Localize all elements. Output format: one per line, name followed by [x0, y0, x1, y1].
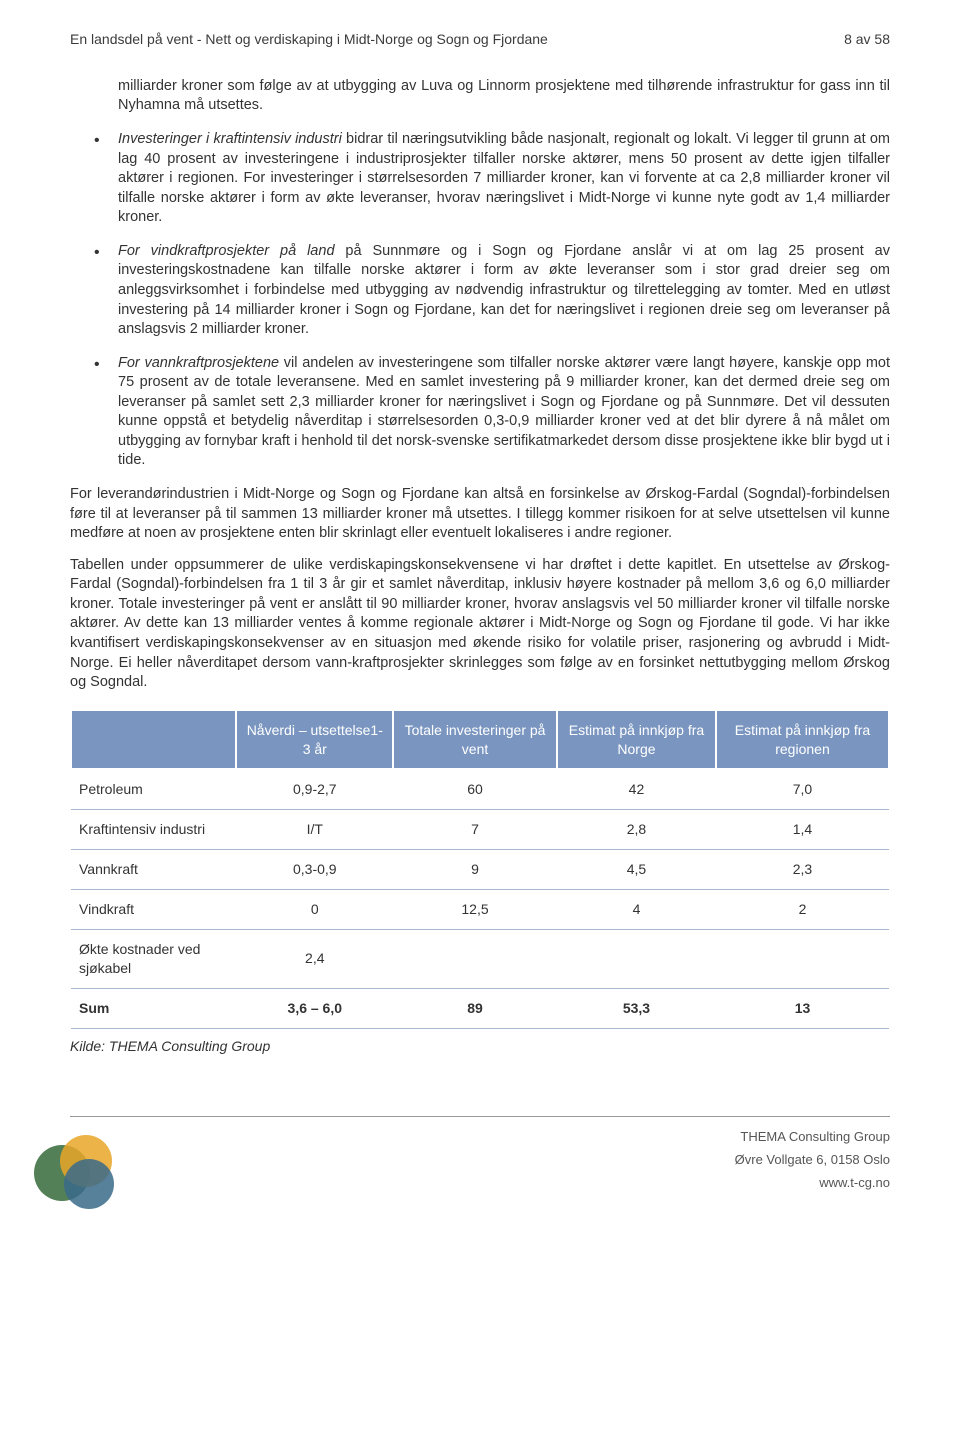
table-header-row: Nåverdi – utsettelse1- 3 år Totale inves…	[71, 710, 889, 770]
table-cell: 0	[236, 890, 393, 930]
page-header: En landsdel på vent - Nett og verdiskapi…	[70, 30, 890, 49]
table-cell: I/T	[236, 810, 393, 850]
table-cell	[393, 929, 557, 988]
bullet-text: milliarder kroner som følge av at utbygg…	[118, 78, 890, 114]
list-item: For vindkraftprosjekter på land på Sunnm…	[118, 242, 890, 340]
bullet-lead: Investeringer i kraftintensiv industri	[118, 131, 342, 147]
table-cell: 42	[557, 769, 716, 809]
table-row: Vindkraft012,542	[71, 890, 889, 930]
table-cell: 12,5	[393, 890, 557, 930]
table-cell	[716, 929, 889, 988]
table-row: Petroleum0,9-2,760427,0	[71, 769, 889, 809]
table-cell: 0,3-0,9	[236, 850, 393, 890]
table-cell: Økte kostnader ved sjøkabel	[71, 929, 236, 988]
table-cell: 2,4	[236, 929, 393, 988]
body-paragraph: For leverandørindustrien i Midt-Norge og…	[70, 485, 890, 544]
table-header-cell	[71, 710, 236, 770]
table-row: Kraftintensiv industriI/T72,81,4	[71, 810, 889, 850]
table-row: Økte kostnader ved sjøkabel2,4	[71, 929, 889, 988]
footer-company: THEMA Consulting Group	[70, 1125, 890, 1148]
table-cell: 1,4	[716, 810, 889, 850]
table-row: Vannkraft0,3-0,994,52,3	[71, 850, 889, 890]
table-cell: Sum	[71, 988, 236, 1028]
list-item: For vannkraftprosjektene vil andelen av …	[118, 354, 890, 471]
table-cell: 9	[393, 850, 557, 890]
body-paragraph: Tabellen under oppsummerer de ulike verd…	[70, 556, 890, 693]
table-header-cell: Nåverdi – utsettelse1- 3 år	[236, 710, 393, 770]
table-cell: 89	[393, 988, 557, 1028]
table-cell: 2,8	[557, 810, 716, 850]
table-cell: 4	[557, 890, 716, 930]
table-cell: 13	[716, 988, 889, 1028]
table-cell: 7,0	[716, 769, 889, 809]
summary-table: Nåverdi – utsettelse1- 3 år Totale inves…	[70, 709, 890, 1029]
page-number: 8 av 58	[844, 30, 890, 49]
footer-address: Øvre Vollgate 6, 0158 Oslo	[70, 1148, 890, 1171]
footer-url: www.t-cg.no	[70, 1171, 890, 1194]
table-cell: 60	[393, 769, 557, 809]
table-header-cell: Totale investeringer på vent	[393, 710, 557, 770]
company-logo-icon	[30, 1135, 120, 1205]
table-sum-row: Sum3,6 – 6,08953,313	[71, 988, 889, 1028]
table-cell: Vannkraft	[71, 850, 236, 890]
table-cell: Vindkraft	[71, 890, 236, 930]
table-cell: 3,6 – 6,0	[236, 988, 393, 1028]
bullet-lead: For vannkraftprosjektene	[118, 355, 279, 371]
bullet-list: milliarder kroner som følge av at utbygg…	[70, 77, 890, 471]
doc-title: En landsdel på vent - Nett og verdiskapi…	[70, 30, 548, 49]
bullet-text: vil andelen av investeringene som tilfal…	[118, 355, 890, 469]
table-cell: 7	[393, 810, 557, 850]
list-item: milliarder kroner som følge av at utbygg…	[118, 77, 890, 116]
page-footer: THEMA Consulting Group Øvre Vollgate 6, …	[70, 1116, 890, 1195]
table-cell: 0,9-2,7	[236, 769, 393, 809]
table-cell: 4,5	[557, 850, 716, 890]
table-header-cell: Estimat på innkjøp fra Norge	[557, 710, 716, 770]
table-cell	[557, 929, 716, 988]
bullet-lead: For vindkraftprosjekter på land	[118, 243, 335, 259]
table-source: Kilde: THEMA Consulting Group	[70, 1037, 890, 1056]
table-cell: 2,3	[716, 850, 889, 890]
list-item: Investeringer i kraftintensiv industri b…	[118, 130, 890, 228]
table-cell: Petroleum	[71, 769, 236, 809]
table-cell: 2	[716, 890, 889, 930]
table-cell: Kraftintensiv industri	[71, 810, 236, 850]
table-cell: 53,3	[557, 988, 716, 1028]
table-header-cell: Estimat på innkjøp fra regionen	[716, 710, 889, 770]
